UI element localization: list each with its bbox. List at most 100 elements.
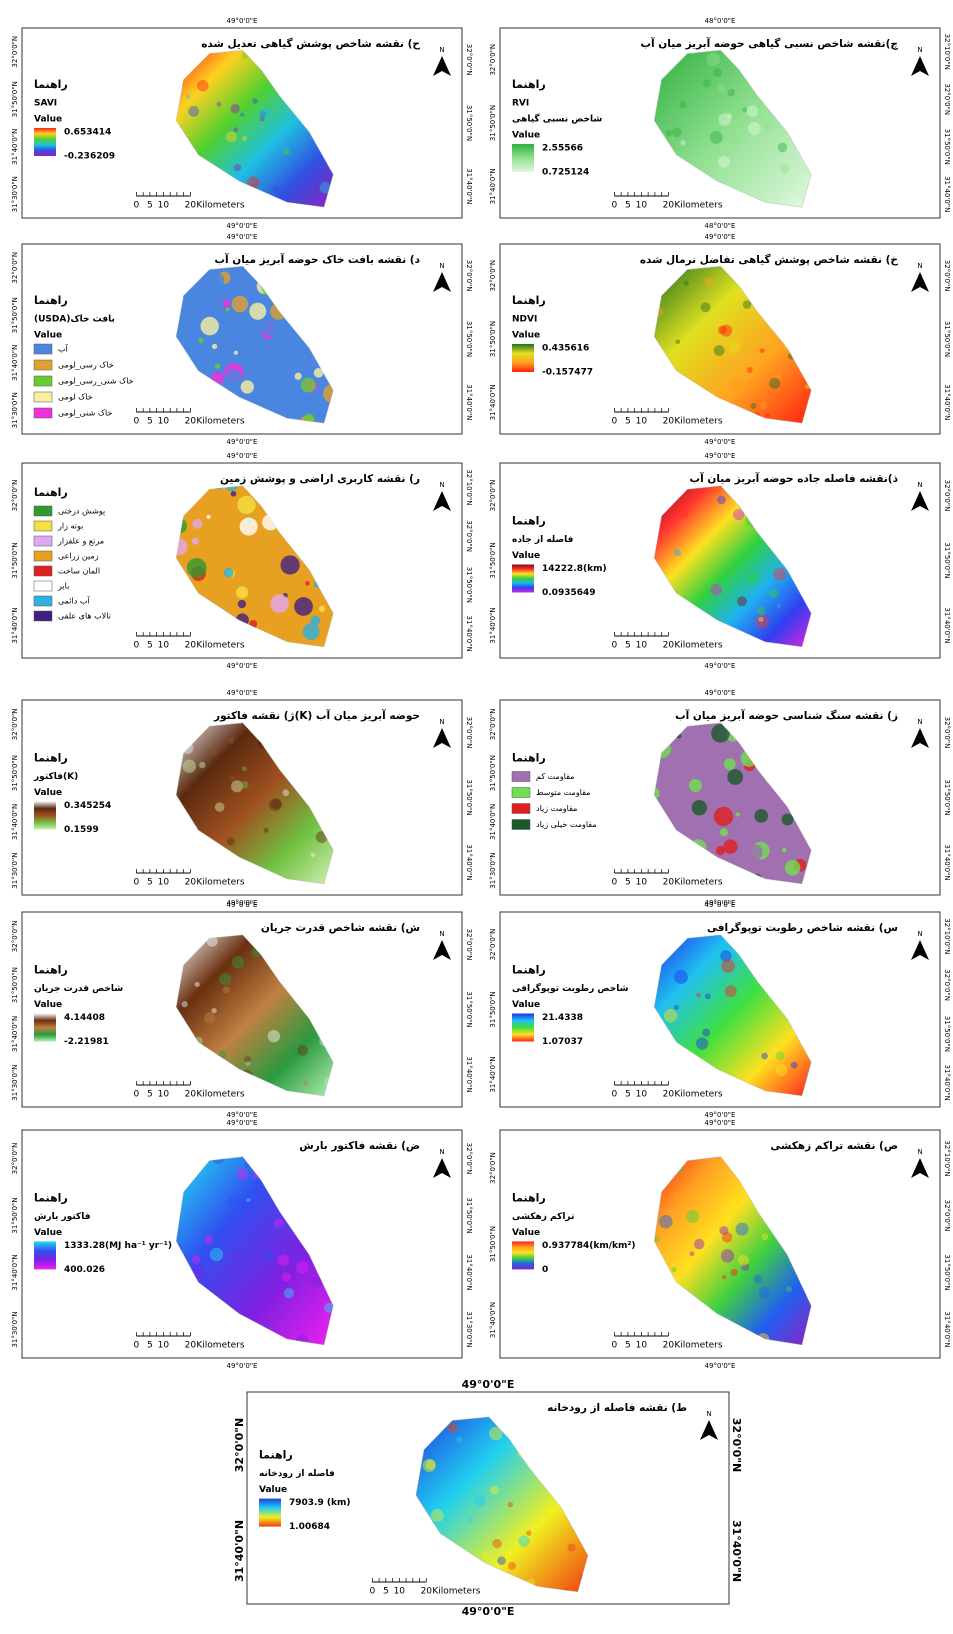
- latitude-label: 31°50'0"N: [489, 1226, 497, 1262]
- texture-spot: [702, 1029, 710, 1037]
- legend-field: SAVI: [34, 99, 57, 109]
- texture-spot: [664, 1009, 677, 1022]
- texture-spot: [696, 993, 701, 998]
- legend-swatch: [512, 788, 530, 798]
- texture-spot: [277, 1255, 289, 1267]
- scale-label: 10: [158, 1090, 170, 1100]
- legend-field: فاکتور بارش: [34, 1212, 91, 1222]
- class-patch: [785, 860, 800, 875]
- texture-spot: [188, 106, 199, 117]
- texture-spot: [283, 148, 290, 155]
- texture-spot: [777, 604, 781, 608]
- texture-spot: [727, 89, 734, 96]
- class-patch: [200, 317, 218, 335]
- latitude-label: 31°40'0"N: [11, 607, 19, 643]
- scale-label: 0: [134, 1090, 140, 1100]
- latitude-label: 31°50'0"N: [943, 1254, 951, 1290]
- texture-spot: [456, 1436, 462, 1442]
- latitude-label: 32°0'0"N: [11, 1143, 19, 1175]
- scale-label: 20: [663, 641, 675, 651]
- legend-value-label: Value: [34, 1000, 62, 1010]
- class-patch: [256, 365, 268, 377]
- texture-spot: [701, 302, 711, 312]
- scale-label: 20: [185, 641, 197, 651]
- scale-label: 10: [636, 878, 648, 888]
- legend-class: بایر: [57, 582, 69, 591]
- latitude-label: 32°0'0"N: [11, 252, 19, 284]
- texture-spot: [241, 781, 249, 789]
- legend-min: 0.1599: [64, 825, 99, 835]
- class-patch: [225, 369, 241, 385]
- class-patch: [232, 296, 249, 313]
- texture-spot: [674, 970, 688, 984]
- longitude-label: 49°0'0"E: [705, 438, 736, 446]
- longitude-label: 49°0'0"E: [705, 452, 736, 460]
- texture-spot: [508, 1562, 516, 1570]
- texture-spot: [447, 1423, 457, 1433]
- legend-min: 0.725124: [542, 168, 589, 178]
- class-patch: [217, 300, 225, 308]
- latitude-label: 31°50'0"N: [465, 1197, 473, 1233]
- legend-max: 1333.28(MJ ha⁻¹ yr⁻¹): [64, 1241, 172, 1251]
- longitude-label: 49°0'0"E: [462, 1605, 515, 1618]
- latitude-label: 32°0'0"N: [465, 260, 473, 292]
- latitude-label: 31°40'0"N: [489, 1056, 497, 1092]
- longitude-label: 49°0'0"E: [227, 438, 258, 446]
- texture-spot: [778, 143, 787, 152]
- texture-spot: [686, 1210, 699, 1223]
- texture-spot: [729, 341, 741, 353]
- class-patch: [305, 581, 309, 585]
- texture-spot: [722, 1275, 726, 1279]
- texture-spot: [743, 300, 751, 308]
- legend-swatch: [34, 521, 52, 531]
- latitude-label: 32°0'0"N: [943, 480, 951, 512]
- legend-class: تالاب های علفی: [58, 612, 111, 621]
- latitude-label: 32°0'0"N: [489, 480, 497, 512]
- latitude-label: 31°40'0"N: [943, 844, 951, 880]
- texture-spot: [718, 84, 726, 92]
- legend-swatch: [512, 804, 530, 814]
- latitude-label: 32°0'0"N: [943, 969, 951, 1001]
- latitude-label: 31°40'0"N: [465, 1056, 473, 1092]
- legend-class: بوته زار: [57, 522, 83, 531]
- legend-value-label: Value: [512, 331, 540, 341]
- texture-spot: [260, 117, 265, 122]
- legend-ramp: [512, 565, 534, 593]
- legend-class: زمین زراعی: [58, 552, 99, 561]
- texture-spot: [217, 102, 222, 107]
- legend-heading: راهنما: [512, 515, 546, 528]
- texture-spot: [240, 113, 244, 117]
- texture-spot: [199, 762, 206, 769]
- texture-spot: [696, 1037, 708, 1049]
- north-label: N: [439, 262, 444, 270]
- scale-label: 5: [147, 201, 153, 211]
- scale-label: 10: [158, 878, 170, 888]
- longitude-label: 49°0'0"E: [227, 1362, 258, 1370]
- north-label: N: [706, 1410, 711, 1418]
- texture-spot: [777, 374, 782, 379]
- texture-spot: [775, 1064, 787, 1076]
- texture-spot: [674, 549, 681, 556]
- texture-spot: [760, 402, 768, 410]
- class-patch: [236, 330, 246, 340]
- latitude-label: 31°50'0"N: [11, 81, 19, 117]
- legend-swatch: [512, 820, 530, 830]
- scale-label: 10: [158, 201, 170, 211]
- class-patch: [692, 800, 707, 815]
- scale-label: 0: [612, 201, 618, 211]
- latitude-label: 31°30'0"N: [465, 1311, 473, 1347]
- legend-heading: راهنما: [512, 1191, 546, 1204]
- class-patch: [319, 606, 325, 612]
- scale-label: 20: [185, 878, 197, 888]
- latitude-label: 32°0'0"N: [465, 929, 473, 961]
- latitude-label: 31°50'0"N: [11, 755, 19, 791]
- latitude-label: 31°50'0"N: [943, 321, 951, 357]
- texture-spot: [303, 830, 313, 840]
- legend-field: (USDA)بافت خاک: [34, 315, 115, 325]
- latitude-label: 31°50'0"N: [489, 755, 497, 791]
- scale-label: 20: [421, 1587, 433, 1597]
- latitude-label: 31°40'0"N: [233, 1520, 246, 1582]
- texture-spot: [227, 837, 235, 845]
- map-title: ز) نقشه سنگ شناسی حوضه آبریز میان آب: [675, 709, 898, 722]
- scale-label: 5: [147, 878, 153, 888]
